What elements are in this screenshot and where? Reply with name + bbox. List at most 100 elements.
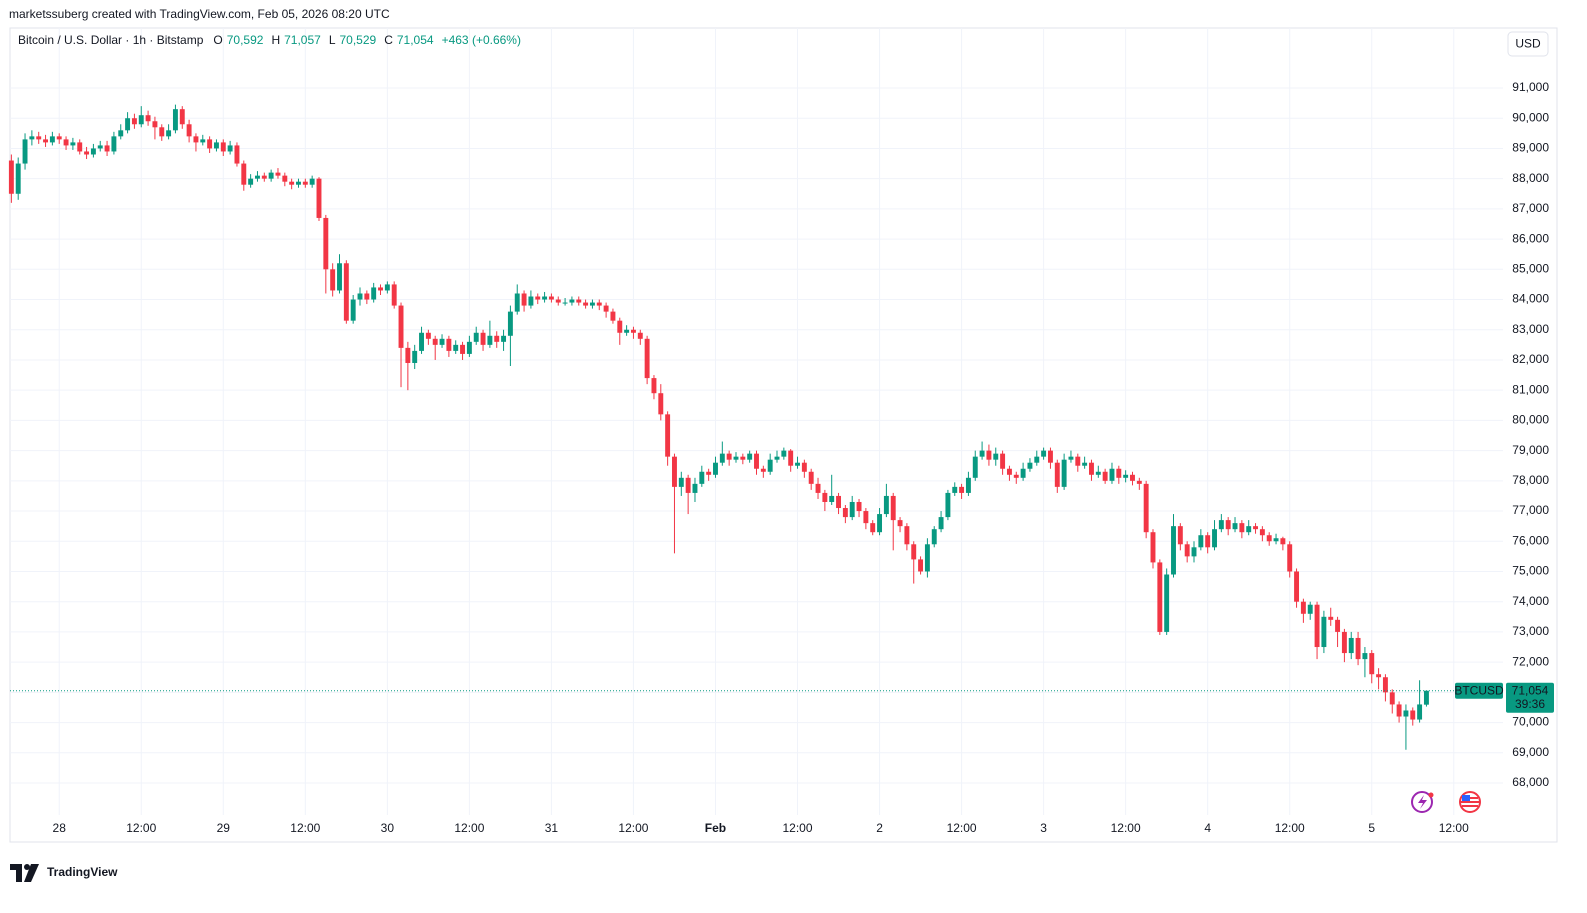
candle-body: [836, 495, 841, 509]
currency-label: USD: [1515, 37, 1541, 51]
candle-body: [665, 414, 671, 457]
candle-body: [911, 544, 917, 560]
countdown: 39:36: [1515, 697, 1545, 711]
candle-body: [507, 311, 513, 336]
legend-key: L: [328, 33, 336, 47]
x-tick-label: 4: [1204, 821, 1211, 835]
y-tick-label: 82,000: [1512, 352, 1549, 366]
candle-body: [200, 139, 206, 143]
candle-body: [302, 181, 308, 185]
x-tick-label: 31: [545, 821, 559, 835]
candle-body: [1321, 616, 1327, 648]
candle-body: [460, 344, 466, 354]
candle-body: [104, 145, 110, 152]
candle-body: [1082, 462, 1088, 466]
candle-body: [316, 178, 322, 218]
flag-icon[interactable]: [1459, 791, 1481, 813]
candles: [8, 104, 1429, 750]
y-tick-label: 85,000: [1512, 261, 1549, 275]
candle-body: [1396, 704, 1402, 717]
candle-body: [255, 175, 260, 179]
candle-body: [1000, 453, 1006, 469]
candle-body: [186, 124, 192, 137]
candle-body: [439, 338, 445, 345]
candle-body: [726, 453, 732, 460]
candle-body: [952, 486, 958, 493]
legend-value: 71,057: [284, 33, 321, 47]
candle-body: [296, 181, 301, 185]
candle-body: [1239, 523, 1245, 533]
candle-body: [672, 456, 677, 487]
candle-body: [1006, 468, 1012, 475]
candle-body: [801, 462, 807, 472]
candle-body: [781, 450, 787, 457]
candle-body: [494, 335, 500, 342]
candle-body: [521, 293, 527, 306]
candle-body: [432, 338, 438, 345]
candle-body: [1150, 532, 1156, 563]
candle-body: [350, 299, 356, 321]
legend-title: Bitcoin / U.S. Dollar · 1h · Bitstamp: [18, 33, 204, 47]
candle-body: [877, 514, 883, 533]
candle-body: [1027, 462, 1033, 469]
candle-body: [747, 453, 753, 460]
x-tick-label: 12:00: [126, 821, 156, 835]
candle-body: [610, 311, 616, 321]
x-tick-label: 12:00: [290, 821, 320, 835]
candle-body: [453, 344, 459, 351]
candle-body: [1369, 653, 1375, 675]
candle-body: [1403, 710, 1409, 717]
y-tick-label: 79,000: [1512, 443, 1549, 457]
candle-body: [466, 341, 472, 354]
x-tick-label: Feb: [705, 821, 726, 835]
candle-body: [63, 139, 69, 146]
candle-body: [131, 118, 137, 125]
candle-body: [193, 136, 199, 143]
legend-change: +463 (+0.66%): [441, 33, 521, 47]
legend-value: 70,529: [339, 33, 377, 47]
currency-button[interactable]: [1507, 31, 1549, 57]
candle-body: [1362, 653, 1368, 660]
candle-body: [822, 492, 828, 502]
candle-body: [754, 453, 759, 469]
candle-body: [213, 142, 219, 149]
candle-body: [412, 350, 418, 363]
candle-body: [227, 145, 233, 152]
candle-body: [391, 284, 397, 306]
candle-body: [337, 263, 342, 291]
brand-logo: [10, 864, 39, 882]
candle-body: [644, 338, 650, 379]
candle-body: [357, 293, 363, 300]
y-tick-label: 88,000: [1512, 171, 1549, 185]
candle-body: [125, 118, 131, 131]
y-tick-label: 89,000: [1512, 141, 1549, 155]
candle-body: [774, 456, 780, 460]
candle-body: [719, 453, 725, 463]
candle-body: [617, 320, 623, 333]
candle-body: [870, 523, 876, 533]
price-tag-box: [1506, 682, 1554, 713]
candle-body: [241, 163, 247, 185]
legend-key: C: [384, 33, 393, 47]
candle-body: [364, 293, 370, 300]
y-tick-label: 73,000: [1512, 624, 1549, 638]
candle-body: [692, 483, 698, 493]
legend-key: H: [271, 33, 281, 47]
candle-body: [118, 130, 124, 137]
candle-body: [767, 459, 773, 472]
y-tick-label: 83,000: [1512, 322, 1549, 336]
candle-body: [651, 378, 657, 394]
x-tick-label: 30: [381, 821, 395, 835]
candle-body: [904, 526, 910, 545]
candle-body: [938, 517, 944, 530]
candle-body: [924, 544, 930, 572]
candle-body: [1116, 468, 1122, 478]
candle-body: [788, 450, 794, 466]
candle-body: [84, 151, 90, 155]
spark-icon[interactable]: [1411, 791, 1434, 813]
candle-body: [1020, 468, 1026, 478]
candle-body: [49, 136, 55, 143]
candle-body: [179, 109, 185, 125]
candle-body: [70, 142, 76, 146]
